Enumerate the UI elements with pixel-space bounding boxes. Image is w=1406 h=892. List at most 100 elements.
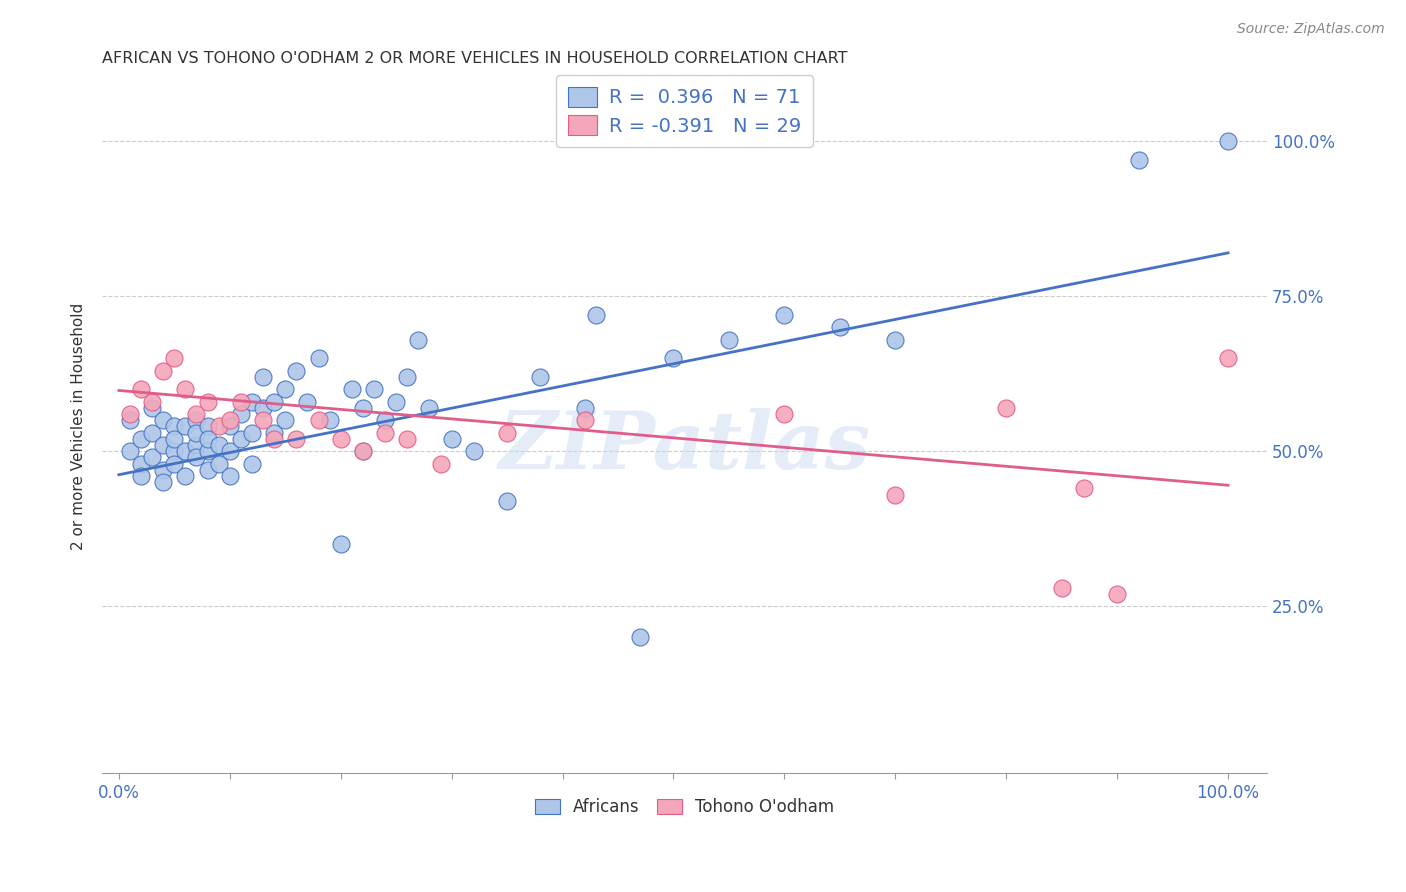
- Point: [163, 432, 186, 446]
- Point: [340, 382, 363, 396]
- Point: [1216, 351, 1239, 366]
- Point: [352, 444, 374, 458]
- Point: [396, 369, 419, 384]
- Text: ZIPatlas: ZIPatlas: [499, 409, 870, 486]
- Point: [129, 469, 152, 483]
- Point: [285, 363, 308, 377]
- Point: [717, 333, 740, 347]
- Point: [440, 432, 463, 446]
- Point: [163, 444, 186, 458]
- Point: [141, 425, 163, 440]
- Point: [197, 419, 219, 434]
- Text: Source: ZipAtlas.com: Source: ZipAtlas.com: [1237, 22, 1385, 37]
- Point: [186, 425, 208, 440]
- Point: [385, 394, 408, 409]
- Point: [152, 463, 174, 477]
- Point: [585, 308, 607, 322]
- Y-axis label: 2 or more Vehicles in Household: 2 or more Vehicles in Household: [72, 302, 86, 550]
- Point: [208, 457, 231, 471]
- Point: [163, 419, 186, 434]
- Point: [1107, 587, 1129, 601]
- Point: [240, 394, 263, 409]
- Point: [186, 438, 208, 452]
- Point: [628, 630, 651, 644]
- Point: [174, 382, 197, 396]
- Point: [1050, 581, 1073, 595]
- Point: [574, 413, 596, 427]
- Point: [995, 401, 1018, 415]
- Point: [252, 401, 274, 415]
- Point: [218, 413, 240, 427]
- Point: [352, 401, 374, 415]
- Point: [329, 537, 352, 551]
- Point: [662, 351, 685, 366]
- Point: [229, 394, 252, 409]
- Point: [174, 444, 197, 458]
- Point: [229, 407, 252, 421]
- Point: [141, 401, 163, 415]
- Point: [163, 351, 186, 366]
- Point: [152, 438, 174, 452]
- Point: [197, 463, 219, 477]
- Point: [274, 382, 297, 396]
- Point: [374, 413, 396, 427]
- Point: [174, 469, 197, 483]
- Point: [152, 475, 174, 490]
- Point: [773, 407, 796, 421]
- Point: [429, 457, 451, 471]
- Point: [418, 401, 440, 415]
- Point: [240, 425, 263, 440]
- Point: [218, 469, 240, 483]
- Point: [129, 457, 152, 471]
- Point: [1128, 153, 1150, 167]
- Point: [174, 419, 197, 434]
- Point: [197, 394, 219, 409]
- Point: [363, 382, 385, 396]
- Point: [496, 425, 519, 440]
- Point: [186, 450, 208, 465]
- Point: [263, 394, 285, 409]
- Point: [1073, 481, 1095, 495]
- Point: [463, 444, 485, 458]
- Point: [141, 450, 163, 465]
- Point: [263, 432, 285, 446]
- Point: [308, 351, 330, 366]
- Point: [252, 413, 274, 427]
- Point: [318, 413, 340, 427]
- Point: [1216, 134, 1239, 148]
- Point: [118, 407, 141, 421]
- Point: [297, 394, 319, 409]
- Point: [197, 444, 219, 458]
- Text: AFRICAN VS TOHONO O'ODHAM 2 OR MORE VEHICLES IN HOUSEHOLD CORRELATION CHART: AFRICAN VS TOHONO O'ODHAM 2 OR MORE VEHI…: [103, 51, 848, 66]
- Point: [229, 432, 252, 446]
- Point: [396, 432, 419, 446]
- Point: [352, 444, 374, 458]
- Point: [285, 432, 308, 446]
- Point: [118, 413, 141, 427]
- Point: [240, 457, 263, 471]
- Point: [329, 432, 352, 446]
- Point: [374, 425, 396, 440]
- Point: [163, 457, 186, 471]
- Point: [408, 333, 430, 347]
- Point: [884, 487, 907, 501]
- Point: [208, 438, 231, 452]
- Point: [884, 333, 907, 347]
- Point: [152, 363, 174, 377]
- Point: [252, 369, 274, 384]
- Point: [118, 444, 141, 458]
- Point: [274, 413, 297, 427]
- Point: [773, 308, 796, 322]
- Point: [496, 493, 519, 508]
- Point: [828, 320, 851, 334]
- Point: [208, 419, 231, 434]
- Legend: Africans, Tohono O'odham: Africans, Tohono O'odham: [527, 789, 842, 824]
- Point: [152, 413, 174, 427]
- Point: [218, 444, 240, 458]
- Point: [308, 413, 330, 427]
- Point: [129, 432, 152, 446]
- Point: [141, 394, 163, 409]
- Point: [263, 425, 285, 440]
- Point: [197, 432, 219, 446]
- Point: [529, 369, 551, 384]
